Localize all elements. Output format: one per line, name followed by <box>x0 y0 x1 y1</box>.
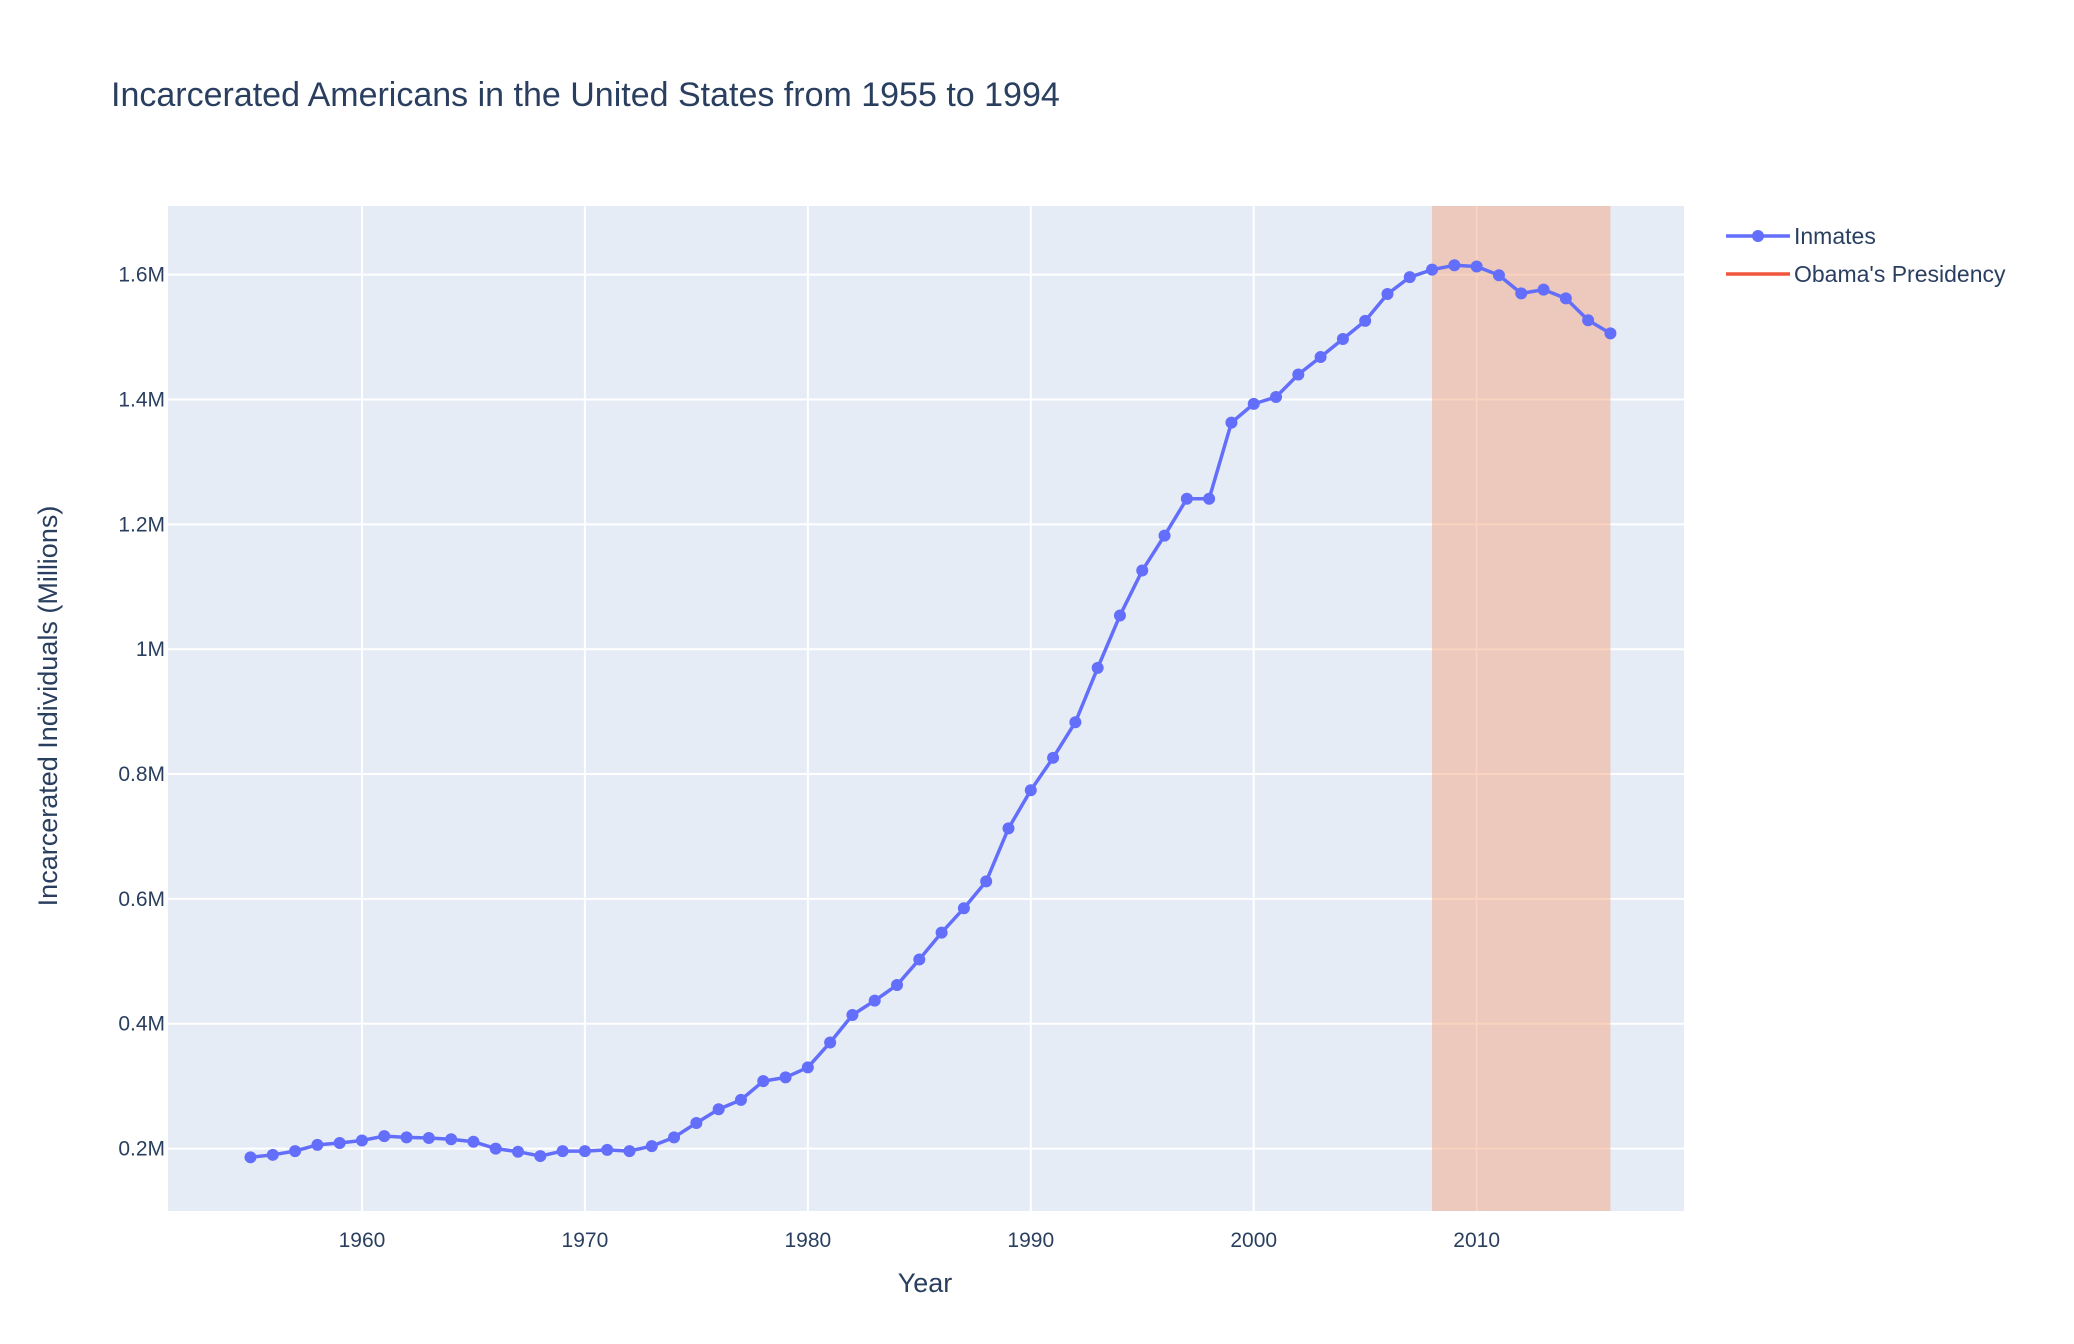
inmates-data-point <box>601 1143 614 1156</box>
y-axis-title: Incarcerated Individuals (Millions) <box>33 506 63 907</box>
inmates-data-point <box>1225 416 1238 429</box>
shaded-regions <box>1432 206 1611 1211</box>
inmates-data-point <box>1113 609 1126 622</box>
inmates-data-point <box>846 1008 859 1021</box>
inmates-data-point <box>801 1061 814 1074</box>
inmates-data-point <box>1270 391 1283 404</box>
inmates-data-point <box>422 1131 435 1144</box>
inmates-data-point <box>1069 716 1082 729</box>
x-tick-label: 2010 <box>1453 1229 1500 1252</box>
inmates-data-point <box>1403 271 1416 284</box>
inmates-data-point <box>1292 368 1305 381</box>
y-tick-label: 1.2M <box>118 513 165 536</box>
inmates-data-point <box>289 1145 302 1158</box>
inmates-data-point <box>891 979 904 992</box>
inmates-data-point <box>1024 784 1037 797</box>
inmates-data-point <box>445 1133 458 1146</box>
inmates-data-point <box>1448 259 1461 272</box>
x-tick-label: 1960 <box>339 1229 386 1252</box>
inmates-data-point <box>1047 751 1060 764</box>
inmates-data-point <box>1314 351 1327 364</box>
x-tick-label: 2000 <box>1230 1229 1277 1252</box>
legend: Inmates Obama's Presidency <box>1726 223 2006 287</box>
y-tick-label: 0.8M <box>118 763 165 786</box>
inmates-data-point <box>333 1136 346 1149</box>
inmates-data-point <box>913 953 926 966</box>
y-tick-label: 1.4M <box>118 389 165 412</box>
inmates-data-point <box>1604 327 1617 340</box>
x-tick-label: 1990 <box>1007 1229 1054 1252</box>
inmates-data-point <box>668 1131 681 1144</box>
inmates-data-point <box>355 1134 368 1147</box>
inmates-data-point <box>512 1145 525 1158</box>
inmates-data-point <box>467 1135 480 1148</box>
y-tick-label: 1M <box>136 638 165 661</box>
x-tick-label: 1980 <box>784 1229 831 1252</box>
inmates-data-point <box>400 1131 413 1144</box>
legend-marker <box>1752 230 1764 242</box>
y-tick-label: 1.6M <box>118 264 165 287</box>
y-tick-label: 0.6M <box>118 888 165 911</box>
inmates-data-point <box>1470 260 1483 273</box>
inmates-data-point <box>1559 292 1572 305</box>
inmates-data-point <box>244 1151 257 1164</box>
y-tick-label: 0.4M <box>118 1013 165 1036</box>
y-tick-label: 0.2M <box>118 1138 165 1161</box>
inmates-data-point <box>266 1148 279 1161</box>
inmates-data-point <box>690 1116 703 1129</box>
inmates-data-point <box>1492 269 1505 282</box>
inmates-data-point <box>1359 314 1372 327</box>
inmates-data-point <box>623 1145 636 1158</box>
inmates-data-point <box>378 1130 391 1143</box>
inmates-data-point <box>957 902 970 915</box>
inmates-data-point <box>734 1093 747 1106</box>
plot-area <box>168 206 1684 1211</box>
inmates-data-point <box>645 1140 658 1153</box>
presidency-shaded-region <box>1432 206 1611 1211</box>
inmates-data-point <box>556 1145 569 1158</box>
inmates-data-point <box>1203 492 1216 505</box>
inmates-data-point <box>534 1150 547 1163</box>
inmates-data-point <box>712 1103 725 1116</box>
inmates-data-point <box>1336 332 1349 345</box>
legend-label: Obama's Presidency <box>1794 261 2006 287</box>
inmates-data-point <box>935 926 948 939</box>
series-layer <box>244 259 1617 1164</box>
x-axis-title: Year <box>898 1268 953 1298</box>
inmates-data-point <box>1002 822 1015 835</box>
inmates-data-point <box>1515 287 1528 300</box>
inmates-data-point <box>578 1145 591 1158</box>
inmates-data-point <box>1426 263 1439 276</box>
inmates-data-point <box>489 1142 502 1155</box>
inmates-data-point <box>1582 314 1595 327</box>
inmates-data-point <box>824 1036 837 1049</box>
legend-label: Inmates <box>1794 223 1876 249</box>
x-tick-label: 1970 <box>562 1229 609 1252</box>
inmates-data-point <box>757 1075 770 1088</box>
inmates-data-point <box>1136 564 1149 577</box>
inmates-data-point <box>311 1138 324 1151</box>
inmates-data-point <box>1158 529 1171 542</box>
inmates-data-point <box>1091 661 1104 674</box>
inmates-data-point <box>1247 397 1260 410</box>
inmates-data-point <box>1180 492 1193 505</box>
inmates-data-point <box>1381 288 1394 301</box>
inmates-data-point <box>779 1071 792 1084</box>
tick-labels: 1960 1970 1980 1990 2000 2010 0.2M 0.4M 0.6M 0.8M… <box>118 264 1500 1252</box>
inmates-data-point <box>868 994 881 1007</box>
inmates-data-point <box>980 875 993 888</box>
chart-title: Incarcerated Americans in the United Sta… <box>111 76 1060 114</box>
inmates-data-point <box>1537 283 1550 296</box>
